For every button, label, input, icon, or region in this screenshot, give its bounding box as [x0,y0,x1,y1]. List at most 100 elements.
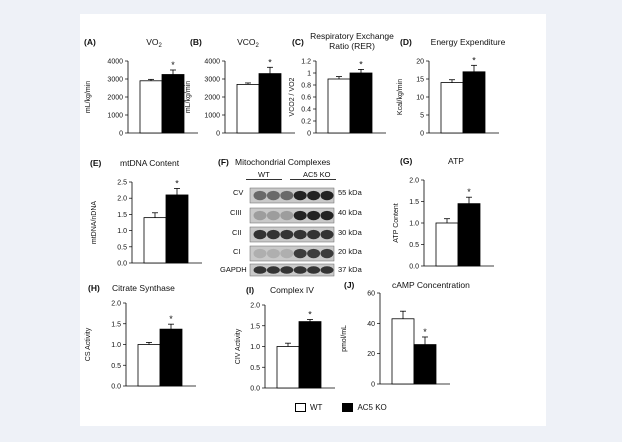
y-tick-label: 2.5 [117,180,127,187]
blot-band [293,190,307,201]
y-tick-label: 15 [416,77,424,84]
significance-marker: * [268,57,272,67]
chart-title: Energy Expenditure [431,37,506,47]
y-tick-label: 2.0 [409,178,419,185]
chart-title: mtDNA Content [120,158,180,168]
y-tick-label: 1.5 [409,199,419,206]
y-tick-label: 3000 [107,77,123,84]
blot-band [293,266,307,274]
blot-band [293,248,307,259]
bar-wt [435,222,459,267]
bar-ko [159,328,183,387]
western-letter: (F) [218,157,229,167]
y-tick-label: 3000 [204,77,220,84]
y-tick-label: 1000 [107,113,123,120]
significance-marker: * [175,178,179,188]
blot-band [307,248,321,259]
chart-title: Citrate Synthase [112,283,175,293]
y-tick-label: 1.2 [301,59,311,66]
western-group-wt-line [246,179,282,180]
y-tick-label: 0 [216,131,220,138]
western-group-wt: WT [258,170,270,179]
band-mw-gapdh: 37 kDa [338,265,362,274]
legend-label-wt: WT [310,403,323,412]
bar-wt [391,318,415,385]
chart-panel-b: (B) VCO2 mL/kg/min 0 1000 2000 3000 4000 * [185,37,295,138]
bar-ko [413,344,437,385]
blot-band [293,210,307,221]
y-tick-label: 1.0 [117,228,127,235]
bar-ko [349,72,373,134]
blot-band [320,248,334,259]
chart-title: Respiratory Exchange [310,31,394,41]
blot-band [266,210,280,221]
y-tick-label: 0.6 [301,95,311,102]
y-tick-label: 2000 [107,95,123,102]
band-label-ciii: CIII [230,208,242,217]
blot-band [266,266,280,274]
y-tick-label: 0 [119,131,123,138]
blot-band [320,210,334,221]
y-tick-label: 0.2 [301,119,311,126]
blot-band [307,266,321,274]
y-axis-label: pmol/mL [341,325,348,352]
y-axis-label: Kcal/kg/min [397,79,404,115]
y-axis-label: mL/kg/min [85,81,92,113]
y-axis-label: mtDNA/nDNA [91,201,98,245]
blot-band [307,190,321,201]
y-tick-label: 4000 [204,59,220,66]
chart-title-line2: Ratio (RER) [329,41,375,51]
bar-wt [327,78,351,134]
blot-band [280,248,294,259]
y-tick-label: 0.0 [250,386,260,393]
blot-band [293,229,307,240]
blot-band [280,190,294,201]
blot-band [253,266,267,274]
significance-marker: * [359,59,363,69]
y-tick-label: 4000 [107,59,123,66]
chart-title: VO2 [146,37,162,49]
y-tick-label: 1.0 [250,344,260,351]
legend-label-ko: AC5 KO [357,403,387,412]
legend-swatch-ko [342,403,354,412]
blot-band [266,229,280,240]
blot-band [253,210,267,221]
y-tick-label: 1000 [204,113,220,120]
bar-ko [165,194,189,264]
y-tick-label: 1.0 [409,221,419,228]
significance-marker: * [423,327,427,337]
y-tick-label: 0.5 [111,363,121,370]
chart-panel-j: (J) cAMP Concentration pmol/mL 0 20 40 60 * [341,280,470,389]
figure-panel: (A) VO2 mL/kg/min 0 1000 2000 3000 4000 * (B) VCO2… [80,14,546,426]
blot-band [307,229,321,240]
legend: WT AC5 KO [295,403,387,412]
y-axis-label: ATP Content [393,203,400,242]
y-tick-label: 1.5 [250,323,260,330]
y-tick-label: 2.0 [250,303,260,310]
western-group-ko-line [290,179,336,180]
y-tick-label: 40 [367,321,375,328]
bar-wt [143,217,167,264]
y-tick-label: 0.0 [409,264,419,271]
chart-panel-i: (I) Complex IV CIV Activity 0.0 0.5 1.0 1.5 2.0… [235,285,335,393]
y-tick-label: 20 [416,59,424,66]
y-tick-label: 0 [420,131,424,138]
y-tick-label: 0.5 [117,244,127,251]
bar-wt [236,84,260,134]
y-tick-label: 5 [420,113,424,120]
chart-panel-g: (G) ATP ATP Content 0.0 0.5 1.0 1.5 2.0 * [393,156,494,271]
significance-marker: * [169,314,173,324]
y-tick-label: 0.5 [250,365,260,372]
legend-swatch-wt [295,403,306,412]
y-tick-label: 10 [416,95,424,102]
chart-panel-d: (D) Energy Expenditure Kcal/kg/min 0 5 10 15 20… [397,37,506,138]
chart-title: ATP [448,156,464,166]
blot-band [253,248,267,259]
blot-band [280,210,294,221]
y-tick-label: 1.0 [111,342,121,349]
panel-letter-a: (A) [84,37,96,47]
significance-marker: * [467,187,471,197]
y-tick-label: 20 [367,351,375,358]
blot-band [320,229,334,240]
